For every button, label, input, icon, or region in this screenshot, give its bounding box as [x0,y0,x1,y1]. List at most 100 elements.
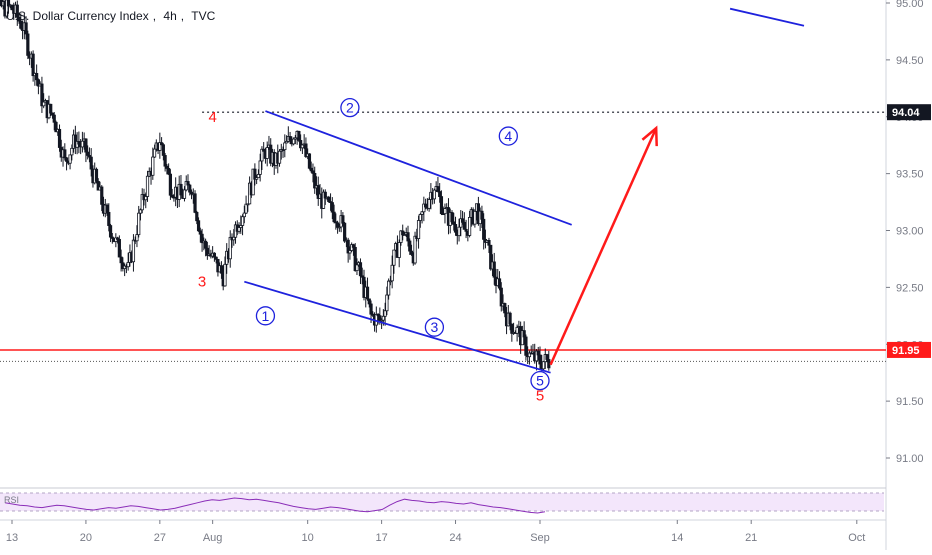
candle [163,152,167,172]
candle-body [524,336,528,356]
candle-body [131,239,136,263]
candle [388,275,393,286]
candle-body [418,214,422,221]
candle-body [353,246,357,272]
candle-body [503,303,507,314]
red-wave-label: 4 [208,109,216,126]
candle [10,4,14,11]
wave-label-text: 5 [536,373,544,389]
price-label-text: 94.04 [892,107,920,119]
candle-body [413,235,417,264]
candle [251,168,255,196]
candle-body [492,261,496,278]
candle [291,137,296,146]
candle-body [328,201,333,204]
candle-body [439,196,444,215]
candle [212,252,216,262]
wave-label-1: 1 [255,306,276,326]
candle [439,190,444,216]
candle [159,137,164,146]
rsi-line [4,497,546,514]
candle-body [409,250,414,255]
candle-body [105,204,109,213]
candle-body [482,218,486,240]
candle [117,235,121,258]
candle [50,112,55,119]
candle-body [401,230,405,236]
candle-body [151,156,155,176]
candle [524,334,528,361]
candle [316,176,320,206]
candle [100,185,104,212]
trend-line [729,7,805,27]
candle [255,175,259,185]
candle-body [291,138,296,145]
candle [422,196,426,222]
candle [453,216,458,236]
candle [260,146,264,170]
x-tick-label: 14 [671,532,683,544]
candle [441,206,445,216]
candle-body [57,128,62,148]
candle [432,188,437,204]
candle-body [184,181,188,191]
candle [520,325,525,346]
candle [52,112,56,131]
candle [42,93,46,109]
red-wave-label: 3 [198,274,206,291]
candle [335,220,340,234]
channel-line [265,110,572,226]
wave-label-2: 2 [340,98,360,118]
candle [203,238,208,257]
candle [462,212,466,230]
legend-symbol: U.S. Dollar Currency Index [6,9,149,23]
wave-label-5: 5 [530,370,550,391]
candle [293,134,297,145]
candle [151,147,155,180]
candle-body [497,278,502,289]
x-tick-label: Sep [530,532,550,544]
candle-body [68,154,72,164]
candle [189,189,194,200]
candle-body [87,155,92,158]
candle-body [408,240,412,252]
candle [57,124,62,152]
candle-body [126,261,130,268]
candle [371,311,375,317]
candle [311,163,315,183]
candle-body [193,193,197,213]
candle [343,222,347,243]
candle [297,130,301,143]
candle-body [378,315,382,321]
candle-body [167,168,171,175]
candle-body [297,131,301,141]
candle-body [390,264,394,282]
candle [253,163,257,186]
candle-body [460,218,465,223]
candle [170,188,174,199]
candle-body [63,149,67,159]
candle [534,349,539,371]
candle [237,222,241,234]
candle-body [265,147,269,159]
candle-body [441,213,445,216]
candle-body [387,280,391,296]
candle-body [367,298,371,305]
candle [365,277,370,301]
candle-body [527,352,532,358]
candle [242,205,246,224]
candle-body [205,247,209,256]
candle [182,186,187,202]
candle [323,189,327,205]
candle [214,256,218,264]
candle-body [179,183,183,196]
forecast-arrow-head [641,125,658,147]
candle-body [360,275,364,278]
candle [383,302,387,326]
candle [63,143,67,161]
candle-body [49,103,53,114]
candle-body [5,0,9,17]
candle [438,183,442,203]
candle-body [24,22,28,35]
